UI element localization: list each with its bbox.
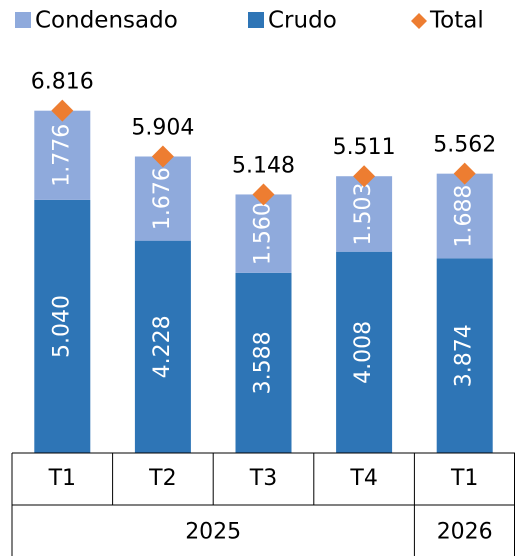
legend-label: Total	[429, 8, 484, 34]
bar-segment	[336, 251, 393, 453]
total-marker	[353, 165, 376, 188]
bar-segment	[235, 272, 292, 453]
x-tick-label: T1	[48, 466, 76, 491]
bar-segment	[134, 156, 191, 241]
segment-label: 4.008	[351, 321, 376, 384]
segment-label: 1.676	[150, 167, 175, 230]
segment-label: 4.228	[150, 315, 175, 378]
segment-label: 5.040	[49, 295, 74, 358]
legend-swatch	[15, 12, 31, 28]
total-label: 5.904	[131, 115, 194, 140]
total-marker	[151, 145, 174, 168]
x-tick-label: T3	[249, 466, 277, 491]
segment-label: 1.503	[351, 182, 376, 245]
segment-label: 3.588	[251, 331, 276, 394]
group-label: 2026	[437, 520, 493, 545]
legend-label: Condensado	[35, 8, 178, 34]
group-label: 2025	[185, 520, 241, 545]
total-label: 5.562	[433, 133, 496, 158]
segment-label: 3.874	[452, 324, 477, 387]
bar-segment	[134, 240, 191, 453]
x-tick-label: T1	[450, 466, 478, 491]
total-marker	[51, 99, 74, 122]
segment-label: 1.776	[49, 124, 74, 187]
legend-marker	[411, 13, 427, 29]
total-label: 5.148	[232, 153, 295, 178]
legend-label: Crudo	[268, 8, 337, 34]
x-tick-label: T2	[148, 466, 176, 491]
total-label: 5.511	[333, 135, 396, 160]
total-label: 6.816	[31, 70, 94, 95]
segment-label: 1.688	[452, 185, 477, 248]
bar-segment	[336, 176, 393, 252]
bar-segment	[436, 173, 493, 259]
x-tick-label: T4	[349, 466, 377, 491]
total-marker	[453, 162, 476, 185]
bar-segment	[436, 258, 493, 453]
total-marker	[252, 183, 275, 206]
legend-swatch	[248, 12, 264, 28]
bar-segment	[235, 194, 292, 273]
bar-segment	[34, 199, 91, 453]
bar-segment	[34, 110, 91, 200]
segment-label: 1.560	[251, 202, 276, 265]
